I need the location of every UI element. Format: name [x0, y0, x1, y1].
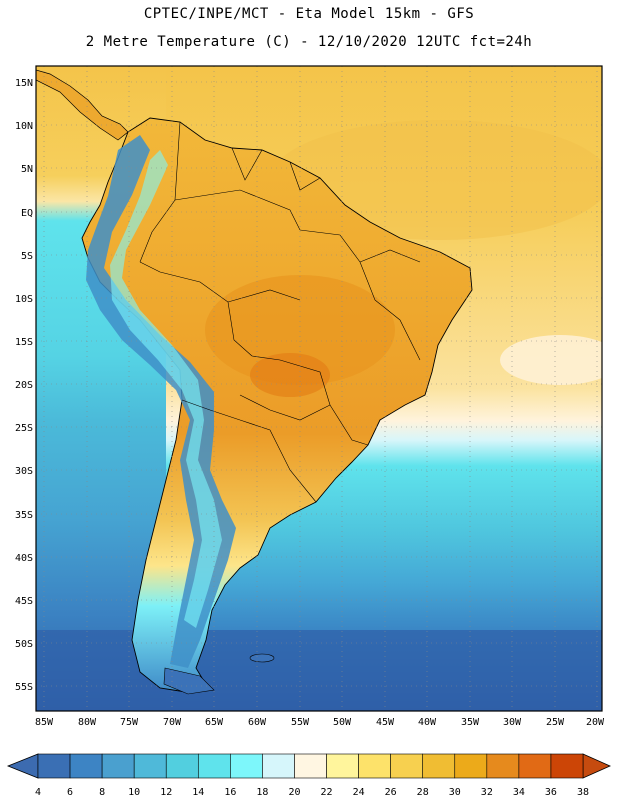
colorbar-swatch	[69, 753, 103, 779]
map-field	[36, 66, 602, 711]
colorbar-low-arrow	[6, 753, 39, 779]
longitude-labels: 85W 80W 75W 70W 65W 60W 55W 50W 45W 40W …	[35, 717, 605, 728]
hot-core	[205, 275, 395, 385]
lon-label: 35W	[461, 717, 480, 728]
colorbar-swatch	[37, 753, 71, 779]
colorbar-swatch	[550, 753, 584, 779]
lat-label: 40S	[15, 553, 33, 564]
colorbar-tick-label: 28	[417, 787, 429, 798]
lon-label: 30W	[503, 717, 522, 728]
lat-label: 50S	[15, 639, 33, 650]
colorbar-swatch	[133, 753, 167, 779]
tierra-del-fuego	[163, 667, 215, 695]
colorbar-swatch	[422, 753, 456, 779]
lon-label: 40W	[418, 717, 437, 728]
lon-label: 45W	[376, 717, 395, 728]
colorbar-tick-label: 26	[385, 787, 397, 798]
colorbar-swatch	[358, 753, 391, 779]
hottest-core	[250, 353, 330, 397]
lon-label: 50W	[333, 717, 352, 728]
colorbar-swatch	[326, 753, 359, 779]
lat-label: 5N	[21, 164, 33, 175]
colorbar-tick-label: 38	[577, 787, 589, 798]
lat-label: 45S	[15, 596, 33, 607]
colorbar-tick-label: 36	[545, 787, 557, 798]
colorbar-tick-label: 20	[288, 787, 300, 798]
lat-label: 25S	[15, 423, 33, 434]
colorbar-high-arrow	[582, 753, 611, 779]
colorbar-swatch	[230, 753, 263, 779]
andes-cold-strip	[86, 135, 236, 668]
lon-label: 70W	[163, 717, 182, 728]
colorbar-swatch	[165, 753, 199, 779]
colorbar-tick-label: 12	[160, 787, 172, 798]
lat-label: 20S	[15, 380, 33, 391]
colorbar-tick-label: 22	[321, 787, 333, 798]
map-title: CPTEC/INPE/MCT - Eta Model 15km - GFS	[143, 6, 475, 22]
colorbar-swatch	[518, 753, 552, 779]
lon-label: 55W	[291, 717, 310, 728]
lon-label: 80W	[78, 717, 97, 728]
colorbar-swatch	[486, 753, 520, 779]
lat-label: 30S	[15, 466, 33, 477]
colorbar-tick-label: 18	[256, 787, 268, 798]
map-frame	[35, 65, 603, 712]
lon-label: 85W	[35, 717, 54, 728]
colorbar-swatch	[390, 753, 424, 779]
colorbar-tick-label: 8	[99, 787, 105, 798]
colorbar-swatch	[197, 753, 231, 779]
lat-label: 15S	[15, 337, 33, 348]
lat-label: 35S	[15, 510, 33, 521]
colorbar-tick-label: 34	[513, 787, 525, 798]
colorbar-tick-label: 14	[192, 787, 204, 798]
colorbar-swatch	[101, 753, 135, 779]
lon-label: 20W	[586, 717, 605, 728]
colorbar-tick-label: 6	[67, 787, 73, 798]
colorbar-swatch	[294, 753, 327, 779]
lat-label: EQ	[21, 208, 33, 219]
colorbar: 4 6 8 10 12 14 16 18 20 22 24 26 28 30 32 34 36 38	[6, 753, 611, 798]
central-america	[36, 69, 129, 141]
lon-label: 60W	[248, 717, 267, 728]
lat-label: 15N	[15, 78, 33, 89]
latitude-labels: 15N 10N 5N EQ 5S 10S 15S 20S 25S 30S 35S…	[15, 78, 33, 693]
colorbar-swatch	[262, 753, 295, 779]
lat-label: 55S	[15, 682, 33, 693]
colorbar-tick-label: 30	[449, 787, 461, 798]
lon-label: 25W	[546, 717, 565, 728]
colorbar-tick-label: 10	[128, 787, 140, 798]
colorbar-tick-label: 32	[481, 787, 493, 798]
colorbar-tick-label: 16	[224, 787, 236, 798]
falklands-island	[249, 653, 275, 663]
lon-label: 65W	[205, 717, 224, 728]
lon-label: 75W	[120, 717, 139, 728]
cool-ocean-patch	[500, 335, 602, 385]
lat-label: 5S	[21, 251, 33, 262]
country-borders	[139, 121, 421, 503]
lat-label: 10N	[15, 121, 33, 132]
colorbar-swatch	[454, 753, 488, 779]
cold-ocean-band	[36, 630, 602, 711]
lat-label: 10S	[15, 294, 33, 305]
colorbar-tick-label: 4	[35, 787, 41, 798]
colorbar-tick-label: 24	[353, 787, 365, 798]
map-subtitle: 2 Metre Temperature (C) - 12/10/2020 12U…	[85, 34, 533, 50]
